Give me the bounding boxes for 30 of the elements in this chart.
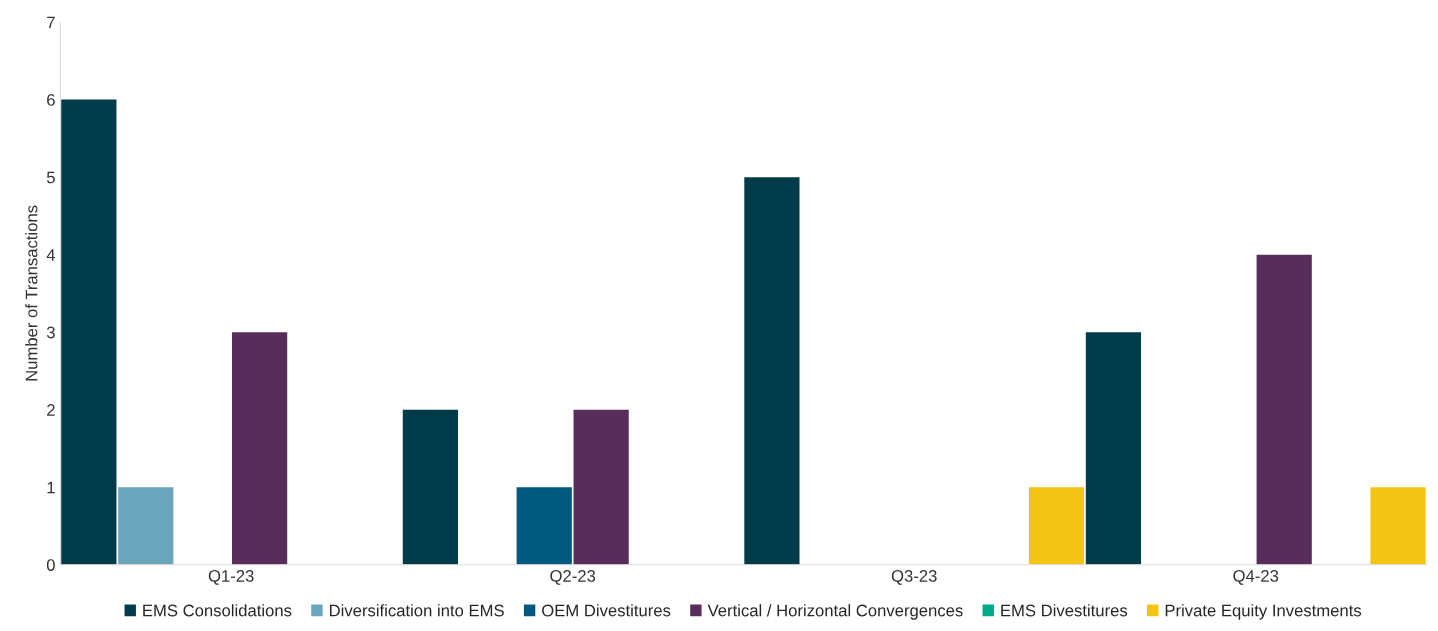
- y-axis-title: Number of Transactions: [25, 205, 38, 381]
- y-tick-label: 5: [46, 171, 55, 184]
- bar: [402, 409, 458, 565]
- y-tick-label: 1: [47, 481, 55, 494]
- bar: [1370, 487, 1426, 565]
- bar: [1028, 487, 1085, 565]
- y-tick-label: 3: [46, 326, 55, 339]
- legend-label: Diversification into EMS: [329, 604, 504, 617]
- legend-label: OEM Divestitures: [542, 604, 671, 617]
- bar: [573, 409, 629, 565]
- x-tick-label: Q3-23: [891, 570, 937, 585]
- x-tick-label: Q2-23: [550, 570, 596, 585]
- y-tick-label: 0: [46, 559, 55, 571]
- x-tick-label: Q1-23: [208, 570, 254, 585]
- y-tick-label: 4: [46, 249, 56, 261]
- y-tick-label: 6: [47, 94, 55, 106]
- bar: [744, 177, 800, 565]
- bar: [1256, 254, 1312, 565]
- legend-label: EMS Consolidations: [143, 604, 292, 617]
- y-tick-label: 7: [47, 16, 55, 29]
- legend-label: Private Equity Investments: [1165, 604, 1362, 620]
- bar: [118, 487, 174, 565]
- bar: [61, 99, 117, 565]
- bar: [1085, 332, 1142, 565]
- y-tick-label: 2: [47, 404, 55, 416]
- legend-label: Vertical / Horizontal Convergences: [707, 604, 963, 620]
- legend-label: EMS Divestitures: [1001, 604, 1128, 617]
- bar: [516, 487, 572, 565]
- x-tick-label: Q4-23: [1233, 570, 1279, 585]
- bar: [232, 332, 288, 565]
